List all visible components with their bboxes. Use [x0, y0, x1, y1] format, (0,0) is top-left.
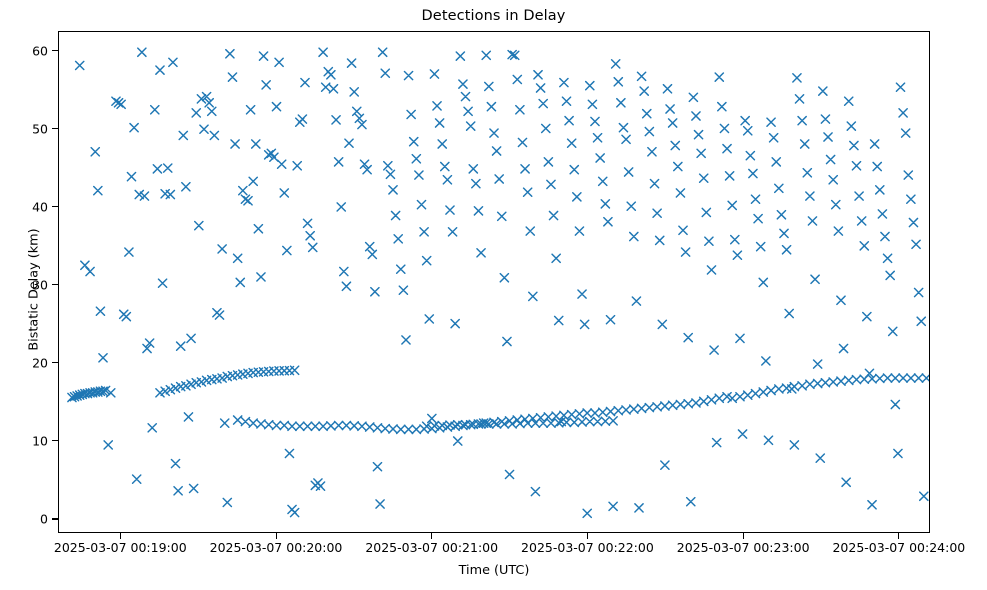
y-tick-label: 60 — [32, 43, 48, 59]
y-tick-label: 10 — [32, 433, 48, 449]
y-tick-mark — [52, 518, 58, 520]
x-tick-mark — [586, 533, 589, 539]
x-tick-label: 2025-03-07 00:21:00 — [365, 540, 499, 555]
x-tick-label: 2025-03-07 00:23:00 — [676, 540, 810, 555]
x-tick-mark — [898, 533, 900, 539]
chart-title: Detections in Delay — [421, 8, 566, 24]
y-tick-label: 20 — [32, 355, 48, 371]
scatter-points-layer — [67, 47, 929, 519]
plot-area — [58, 31, 930, 533]
y-tick-mark — [52, 206, 58, 208]
x-tick-label: 2025-03-07 00:20:00 — [209, 540, 343, 555]
y-tick-mark — [52, 50, 58, 52]
x-tick-mark — [119, 533, 121, 539]
x-tick-label: 2025-03-07 00:22:00 — [521, 540, 654, 555]
y-tick-label: 40 — [32, 199, 48, 215]
scatter-series — [74, 47, 929, 519]
scatter-series — [232, 391, 732, 435]
x-tick-mark — [742, 533, 744, 539]
x-tick-label: 2025-03-07 00:19:00 — [53, 540, 187, 555]
scatter-series — [155, 365, 300, 398]
y-tick-mark — [52, 128, 58, 130]
y-tick-label: 30 — [32, 277, 48, 293]
x-tick-mark — [275, 533, 277, 539]
y-tick-mark — [52, 362, 58, 364]
y-axis-tick-labels: 0 10 20 30 40 50 60 — [0, 0, 48, 590]
y-tick-label: 50 — [32, 121, 48, 137]
y-tick-mark — [52, 284, 58, 286]
scatter-series — [421, 415, 618, 432]
y-tick-label: 0 — [40, 511, 48, 527]
x-tick-mark — [431, 533, 433, 539]
x-axis-label: Time (UTC) — [458, 563, 530, 578]
scatter-series — [67, 385, 111, 403]
y-axis-label: Bistatic Delay (km) — [26, 228, 42, 351]
y-tick-mark — [52, 440, 58, 442]
scatter-series — [727, 373, 929, 404]
x-tick-label: 2025-03-07 00:24:00 — [832, 540, 966, 555]
